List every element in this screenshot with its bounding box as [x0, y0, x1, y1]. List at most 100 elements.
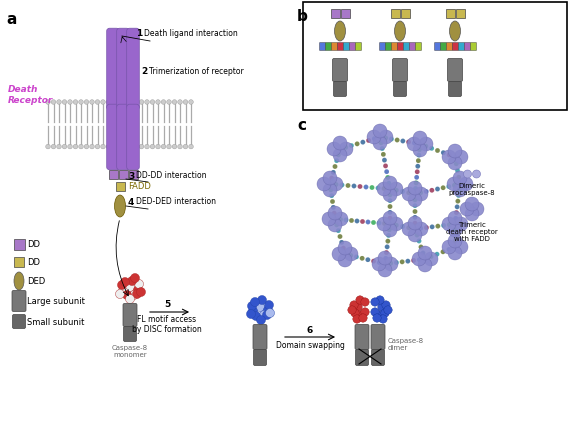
Circle shape: [463, 170, 471, 178]
Circle shape: [376, 186, 380, 191]
Ellipse shape: [115, 196, 125, 218]
Ellipse shape: [394, 22, 405, 42]
FancyBboxPatch shape: [344, 43, 349, 52]
Circle shape: [379, 315, 387, 323]
Circle shape: [340, 183, 344, 188]
Circle shape: [250, 298, 259, 307]
Circle shape: [73, 101, 78, 105]
Circle shape: [453, 184, 467, 198]
Circle shape: [401, 139, 405, 144]
Circle shape: [388, 199, 392, 204]
FancyBboxPatch shape: [107, 105, 119, 170]
Ellipse shape: [450, 22, 461, 42]
Circle shape: [145, 145, 149, 150]
Circle shape: [473, 170, 481, 178]
Circle shape: [367, 139, 371, 144]
Circle shape: [383, 224, 397, 237]
Circle shape: [365, 258, 370, 262]
Circle shape: [339, 240, 344, 245]
Circle shape: [379, 131, 393, 145]
Circle shape: [376, 296, 384, 305]
Circle shape: [95, 145, 100, 150]
Circle shape: [348, 306, 356, 314]
Circle shape: [413, 144, 427, 158]
Circle shape: [414, 187, 428, 201]
Text: a: a: [6, 12, 17, 27]
Circle shape: [323, 184, 337, 198]
Circle shape: [448, 211, 462, 225]
Bar: [116, 182, 124, 191]
Circle shape: [359, 314, 367, 322]
Circle shape: [350, 301, 358, 309]
Circle shape: [51, 101, 56, 105]
Circle shape: [331, 171, 336, 175]
Circle shape: [413, 198, 417, 203]
Circle shape: [381, 153, 386, 157]
FancyBboxPatch shape: [333, 82, 347, 97]
Circle shape: [336, 153, 341, 158]
Circle shape: [382, 222, 387, 226]
Circle shape: [251, 312, 260, 321]
FancyBboxPatch shape: [107, 29, 119, 110]
Circle shape: [327, 143, 341, 157]
Circle shape: [470, 202, 484, 216]
Circle shape: [413, 187, 418, 191]
Circle shape: [353, 315, 361, 323]
Circle shape: [456, 194, 461, 198]
Circle shape: [377, 221, 381, 226]
Circle shape: [189, 101, 193, 105]
FancyBboxPatch shape: [404, 43, 409, 52]
Circle shape: [413, 216, 417, 220]
Circle shape: [338, 253, 352, 268]
Circle shape: [360, 256, 364, 261]
Circle shape: [419, 138, 433, 152]
Circle shape: [384, 306, 392, 314]
Circle shape: [331, 206, 336, 210]
Circle shape: [117, 281, 127, 290]
Circle shape: [424, 253, 438, 266]
Circle shape: [123, 291, 132, 300]
FancyBboxPatch shape: [349, 43, 356, 52]
FancyBboxPatch shape: [337, 43, 344, 52]
Circle shape: [417, 148, 422, 153]
FancyBboxPatch shape: [446, 43, 453, 52]
Circle shape: [389, 137, 394, 142]
Circle shape: [112, 145, 116, 150]
Circle shape: [246, 310, 255, 319]
FancyBboxPatch shape: [465, 43, 470, 52]
Circle shape: [430, 225, 434, 230]
Circle shape: [101, 101, 105, 105]
Circle shape: [333, 183, 339, 187]
Circle shape: [442, 240, 456, 254]
Circle shape: [408, 228, 422, 242]
Circle shape: [89, 101, 94, 105]
FancyBboxPatch shape: [409, 43, 416, 52]
Circle shape: [387, 228, 392, 233]
Circle shape: [372, 137, 377, 142]
Circle shape: [139, 101, 144, 105]
Text: c: c: [297, 118, 306, 132]
Circle shape: [412, 259, 416, 263]
Circle shape: [419, 245, 424, 250]
Circle shape: [334, 213, 348, 227]
Circle shape: [338, 242, 352, 256]
Circle shape: [56, 145, 62, 150]
Circle shape: [73, 145, 78, 150]
Circle shape: [345, 184, 351, 188]
Circle shape: [385, 176, 390, 180]
Circle shape: [424, 190, 429, 194]
Circle shape: [183, 145, 188, 150]
Circle shape: [367, 131, 381, 145]
Circle shape: [465, 207, 479, 222]
Circle shape: [388, 210, 392, 215]
Circle shape: [166, 101, 172, 105]
Text: DED: DED: [27, 277, 45, 286]
Circle shape: [333, 137, 347, 151]
Circle shape: [378, 263, 392, 277]
Circle shape: [364, 185, 368, 190]
Circle shape: [360, 220, 365, 224]
Circle shape: [447, 178, 461, 192]
Circle shape: [414, 176, 419, 180]
Circle shape: [454, 162, 458, 167]
FancyBboxPatch shape: [117, 29, 129, 110]
